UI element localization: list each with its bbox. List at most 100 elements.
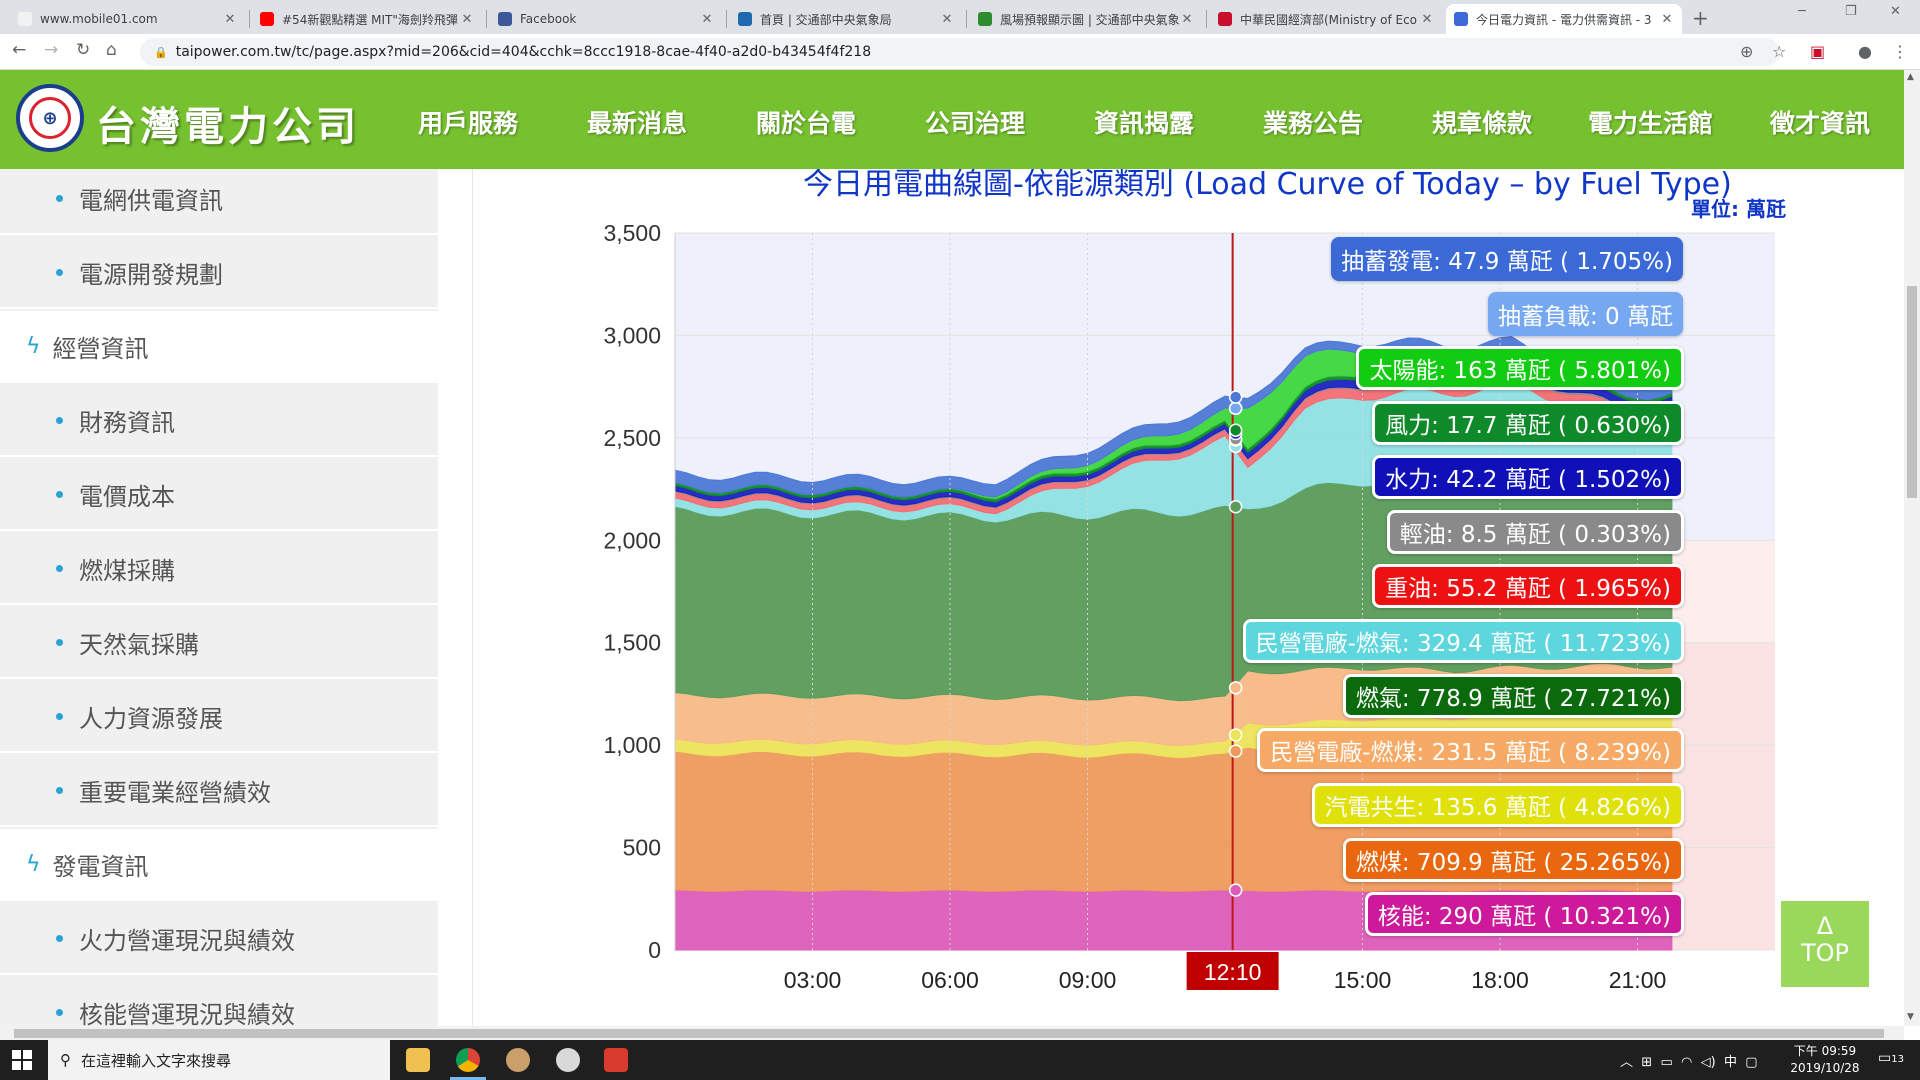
bullet-icon [56, 786, 63, 794]
browser-tab[interactable]: #54新觀點精選 MIT"海劍羚飛彈 ✕ [252, 4, 482, 34]
wifi-icon[interactable]: ◠ [1681, 1055, 1693, 1070]
app-icon[interactable] [506, 1048, 530, 1072]
address-bar[interactable]: 🔒 taipower.com.tw/tc/page.aspx?mid=206&ci… [140, 38, 1780, 66]
reload-icon[interactable]: ↻ [76, 40, 91, 60]
horizontal-scrollbar[interactable] [0, 1026, 1904, 1040]
sidebar-item-label: 重要電業經營績效 [79, 778, 271, 807]
sidebar-section-operations[interactable]: ϟ 經營資訊 [0, 311, 438, 383]
scrollbar-thumb[interactable] [1907, 286, 1917, 498]
vertical-scrollbar[interactable]: ▲ ▼ [1904, 70, 1920, 1026]
sidebar-item-power-planning[interactable]: 電源開發規劃 [0, 237, 438, 309]
tab-title: Facebook [520, 12, 577, 26]
tab-title: 今日電力資訊 - 電力供需資訊 - 3 [1476, 12, 1652, 27]
nav-news[interactable]: 最新消息 [587, 109, 688, 138]
menu-icon[interactable]: ⋮ [1892, 42, 1908, 61]
system-tray[interactable]: ︿ ⊞ ▭ ◠ ◁) 中 ▢ [1620, 1051, 1758, 1070]
tab-favicon [260, 12, 274, 26]
browser-tab[interactable]: Facebook ✕ [490, 4, 722, 34]
company-name[interactable]: 台灣電力公司 [96, 103, 360, 150]
nav-about[interactable]: 關於台電 [756, 109, 857, 138]
nav-disclosure[interactable]: 資訊揭露 [1094, 109, 1195, 138]
up-arrow-icon: Δ [1816, 912, 1834, 940]
home-icon[interactable]: ⌂ [106, 40, 117, 60]
bullet-icon [56, 194, 63, 202]
y-tick-label: 2,500 [603, 425, 661, 451]
profile-icon[interactable]: ● [1858, 42, 1872, 61]
close-tab-icon[interactable]: ✕ [224, 11, 236, 27]
volume-icon[interactable]: ◁) [1700, 1055, 1716, 1070]
sidebar-item-finance[interactable]: 財務資訊 [0, 385, 438, 457]
nav-governance[interactable]: 公司治理 [925, 109, 1026, 138]
x-tick-label: 06:00 [921, 967, 979, 993]
y-tick-label: 3,000 [603, 322, 661, 348]
zoom-icon[interactable]: ⊕ [1740, 42, 1754, 61]
new-tab-button[interactable]: + [1692, 6, 1709, 30]
back-to-top-button[interactable]: Δ TOP [1781, 901, 1869, 987]
sidebar-item-nuclear[interactable]: 核能營運現況與績效 [0, 977, 438, 1026]
close-tab-icon[interactable]: ✕ [1421, 11, 1433, 27]
close-tab-icon[interactable]: ✕ [1181, 11, 1193, 27]
tooltip-item: 抽蓄發電: 47.9 萬瓩 ( 1.705%) [1331, 237, 1683, 281]
taskbar-clock[interactable]: 下午 09:59 2019/10/28 [1790, 1043, 1860, 1077]
sidebar-item-lng-procurement[interactable]: 天然氣採購 [0, 607, 438, 679]
chrome-icon[interactable] [456, 1048, 480, 1072]
back-icon[interactable]: ← [12, 40, 27, 60]
taipower-logo[interactable]: ⊕ [16, 84, 84, 152]
browser-tab[interactable]: 風場預報顯示圖 | 交通部中央氣象 ✕ [970, 4, 1202, 34]
nav-regulations[interactable]: 規章條款 [1432, 109, 1533, 138]
sidebar-item-grid-supply[interactable]: 電網供電資訊 [0, 169, 438, 235]
bookmark-star-icon[interactable]: ☆ [1772, 42, 1787, 61]
nav-user-service[interactable]: 用戶服務 [418, 109, 519, 138]
tab-separator [249, 10, 250, 28]
sidebar-item-performance[interactable]: 重要電業經營績效 [0, 755, 438, 827]
browser-tab-active[interactable]: 今日電力資訊 - 電力供需資訊 - 3 ✕ [1446, 4, 1682, 34]
close-tab-icon[interactable]: ✕ [461, 11, 473, 27]
nav-careers[interactable]: 徵才資訊 [1770, 109, 1871, 138]
tab-title: 風場預報顯示圖 | 交通部中央氣象 [1000, 12, 1180, 27]
sidebar-item-hr[interactable]: 人力資源發展 [0, 681, 438, 753]
restore-icon[interactable]: ❐ [1845, 4, 1857, 19]
minimize-icon[interactable]: ─ [1798, 4, 1806, 19]
scrollbar-thumb[interactable] [14, 1029, 1884, 1038]
battery-icon[interactable]: ▭ [1660, 1055, 1673, 1070]
app-icon[interactable] [604, 1048, 628, 1072]
browser-tab[interactable]: www.mobile01.com ✕ [10, 4, 245, 34]
sidebar-item-label: 電網供電資訊 [79, 186, 223, 215]
notification-count: 13 [1891, 1054, 1904, 1065]
windows-start-icon[interactable] [12, 1050, 32, 1070]
sidebar-section-generation[interactable]: ϟ 發電資訊 [0, 829, 438, 901]
app-icon[interactable] [556, 1048, 580, 1072]
close-tab-icon[interactable]: ✕ [941, 11, 953, 27]
forward-icon[interactable]: → [44, 40, 59, 60]
close-tab-icon[interactable]: ✕ [701, 11, 713, 27]
taskbar-search[interactable]: ⚲ 在這裡輸入文字來搜尋 [48, 1040, 390, 1080]
input-mode-icon[interactable]: ▢ [1745, 1055, 1758, 1070]
cursor-point-民營電廠-燃煤 [1228, 681, 1243, 695]
ime-indicator[interactable]: 中 [1723, 1055, 1737, 1070]
top-label: TOP [1800, 939, 1850, 967]
sidebar-item-tariff-cost[interactable]: 電價成本 [0, 459, 438, 531]
bullet-icon [56, 712, 63, 720]
nav-power-life[interactable]: 電力生活館 [1588, 109, 1714, 138]
close-tab-icon[interactable]: ✕ [1661, 11, 1673, 27]
tray-chevron-icon[interactable]: ︿ [1620, 1055, 1634, 1070]
file-explorer-icon[interactable] [406, 1048, 430, 1072]
network-icon[interactable]: ⊞ [1641, 1055, 1653, 1070]
tab-separator [486, 10, 487, 28]
scroll-up-icon[interactable]: ▲ [1907, 72, 1914, 82]
x-tick-label: 15:00 [1334, 967, 1392, 993]
lock-icon: 🔒 [154, 45, 168, 59]
extension-icon[interactable]: ▣ [1810, 42, 1826, 61]
browser-tab[interactable]: 首頁 | 交通部中央氣象局 ✕ [730, 4, 962, 34]
close-window-icon[interactable]: ✕ [1890, 4, 1901, 19]
browser-tab-bar: www.mobile01.com ✕ #54新觀點精選 MIT"海劍羚飛彈 ✕ Fa… [0, 0, 1920, 34]
sidebar-item-label: 電源開發規劃 [79, 260, 223, 289]
browser-tab[interactable]: 中華民國經濟部(Ministry of Eco ✕ [1210, 4, 1442, 34]
clock-date: 2019/10/28 [1790, 1061, 1860, 1075]
chart-unit: 單位: 萬瓩 [1691, 197, 1786, 221]
scroll-down-icon[interactable]: ▼ [1907, 1012, 1914, 1022]
nav-announcements[interactable]: 業務公告 [1263, 109, 1364, 138]
sidebar-item-coal-procurement[interactable]: 燃煤採購 [0, 533, 438, 605]
notification-center-icon[interactable]: ▭13 [1878, 1050, 1904, 1066]
sidebar-item-thermal[interactable]: 火力營運現況與績效 [0, 903, 438, 975]
